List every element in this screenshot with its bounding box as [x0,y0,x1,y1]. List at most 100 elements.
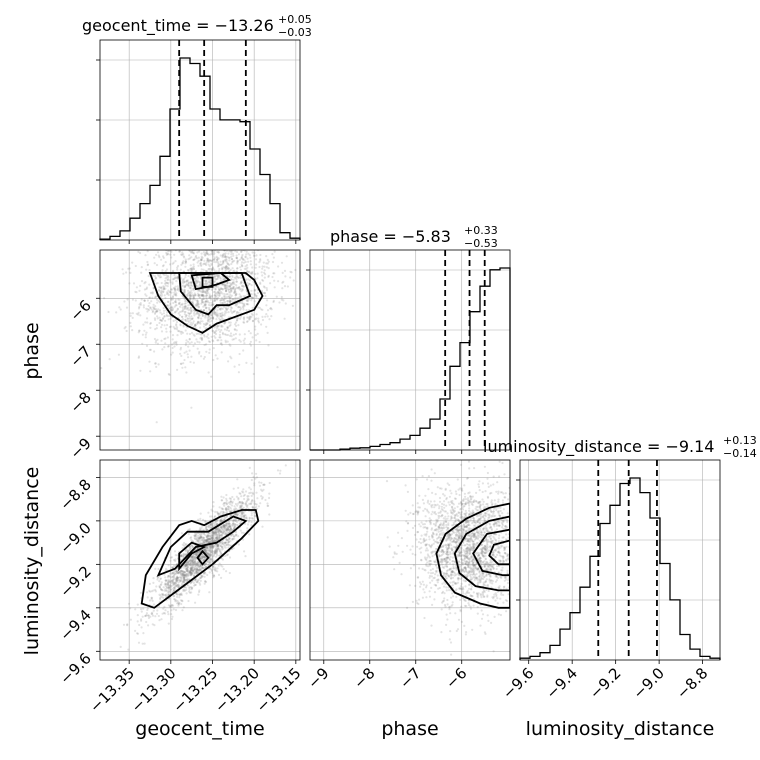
scatter-point [199,539,202,542]
scatter-point [227,262,230,266]
scatter-point [231,537,234,540]
scatter-point [464,525,467,529]
scatter-point [188,294,191,297]
scatter-point [451,576,455,579]
scatter-point [158,593,161,596]
scatter-point [216,512,219,515]
scatter-point [223,524,226,527]
scatter-point [280,298,283,301]
scatter-point [196,322,199,325]
scatter-point [406,606,409,610]
scatter-point [227,539,230,542]
scatter-point [188,588,191,591]
scatter-point [211,287,214,290]
scatter-point [140,298,143,301]
scatter-point [210,243,212,245]
scatter-point [213,275,216,278]
scatter-point [232,487,235,490]
scatter-point [207,553,210,556]
scatter-point [449,562,452,565]
scatter-point [461,508,465,511]
scatter-point [460,529,463,532]
scatter-point [206,322,209,326]
scatter-point [236,219,238,221]
scatter-point [173,236,175,238]
scatter-point [245,264,249,267]
scatter-point [229,497,232,500]
scatter-point [238,492,241,495]
scatter-point [186,551,190,554]
scatter-point [197,316,200,319]
scatter-point [232,286,235,289]
scatter-point [208,555,211,558]
scatter-point [205,539,208,542]
scatter-point [138,303,141,306]
scatter-point [219,526,223,529]
scatter-point [209,245,211,247]
scatter-point [461,517,464,520]
scatter-point [430,479,433,482]
scatter-point [216,543,219,547]
scatter-point [195,332,198,335]
scatter-point [240,515,243,519]
scatter-point [228,275,231,278]
scatter-point [197,593,200,596]
scatter-point [147,308,151,312]
scatter-point [206,299,209,302]
scatter-point [183,589,186,592]
scatter-point [500,593,503,596]
scatter-point [199,285,202,288]
scatter-point [151,611,154,614]
scatter-point [246,527,249,530]
scatter-point [199,283,202,286]
scatter-point [464,604,467,608]
scatter-point [233,290,236,293]
scatter-point [190,284,193,287]
scatter-point [261,489,264,493]
scatter-point [213,299,216,302]
scatter-point [182,555,185,558]
scatter-point [190,586,193,589]
scatter-point [159,318,162,321]
scatter-point [194,579,197,582]
scatter-point [227,321,231,324]
scatter-point [184,318,187,321]
scatter-point [221,527,224,530]
scatter-point [415,509,418,512]
scatter-point [160,588,163,591]
scatter-point [190,538,193,542]
scatter-point [218,292,221,295]
scatter-point [252,493,255,496]
scatter-point [252,506,255,509]
scatter-point [218,294,221,297]
scatter-point [228,301,231,304]
scatter-point [166,610,169,614]
scatter-point [210,546,213,549]
scatter-point [200,338,204,342]
scatter-point [231,501,234,505]
scatter-point [229,514,232,517]
scatter-point [150,590,153,593]
scatter-point [245,302,248,306]
scatter-point [511,573,513,575]
scatter-point [175,324,178,327]
scatter-point [221,302,224,305]
scatter-point [222,512,225,515]
scatter-point [478,517,481,520]
scatter-point [462,505,465,508]
scatter-point [238,511,241,514]
scatter-point [203,556,206,559]
scatter-point [199,535,202,538]
scatter-point [254,325,257,328]
scatter-point [197,321,200,324]
scatter-point [235,312,238,315]
scatter-point [180,578,183,581]
scatter-point [471,628,474,631]
scatter-point [223,530,227,533]
scatter-point [136,632,140,635]
scatter-point [235,523,238,526]
scatter-point [215,255,218,258]
scatter-point [238,339,241,342]
scatter-point [219,544,222,548]
scatter-point [192,258,196,261]
